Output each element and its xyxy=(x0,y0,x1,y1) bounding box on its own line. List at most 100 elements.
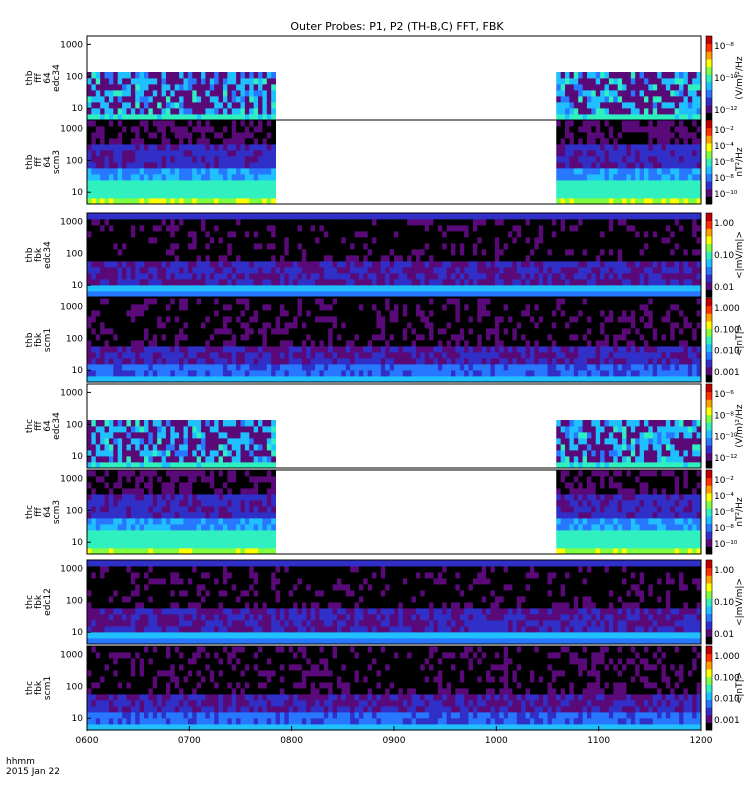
spectrogram-cell xyxy=(157,102,162,109)
spectrogram-cell xyxy=(187,213,193,220)
spectrogram-cell xyxy=(657,84,662,91)
spectrogram-cell xyxy=(135,304,141,311)
spectrogram-cell xyxy=(192,346,198,353)
spectrogram-cell xyxy=(415,358,421,365)
spectrogram-cell xyxy=(652,219,658,226)
spectrogram-cell xyxy=(569,162,575,169)
spectrogram-cell xyxy=(595,102,601,109)
spectrogram-cell xyxy=(187,340,193,347)
spectrogram-cell xyxy=(534,237,540,244)
spectrogram-cell xyxy=(301,291,307,298)
spectrogram-cell xyxy=(205,273,211,280)
spectrogram-cell xyxy=(253,114,259,121)
spectrogram-cell xyxy=(161,267,167,274)
spectrogram-cell xyxy=(613,249,619,256)
spectrogram-cell xyxy=(472,298,478,305)
spectrogram-cell xyxy=(578,285,583,292)
spectrogram-cell xyxy=(389,376,395,383)
spectrogram-cell xyxy=(679,108,684,115)
spectrogram-cell xyxy=(679,279,684,286)
spectrogram-cell xyxy=(240,144,246,151)
spectrogram-cell xyxy=(358,316,364,323)
spectrogram-cell xyxy=(437,304,443,311)
spectrogram-cell xyxy=(481,225,487,232)
spectrogram-cell xyxy=(328,285,333,292)
spectrogram-cell xyxy=(363,304,369,311)
spectrogram-cell xyxy=(477,358,483,365)
spectrogram-cell xyxy=(227,96,233,103)
spectrogram-cell xyxy=(683,213,689,220)
spectrogram-cell xyxy=(643,114,649,121)
spectrogram-cell xyxy=(227,316,233,323)
spectrogram-cell xyxy=(670,72,676,79)
panel-ylabel-line: fff xyxy=(34,156,44,166)
spectrogram-cell xyxy=(179,261,184,268)
spectrogram-cell xyxy=(459,328,465,335)
spectrogram-cell xyxy=(402,267,408,274)
spectrogram-cell xyxy=(560,261,566,268)
spectrogram-cell xyxy=(407,273,412,280)
spectrogram-cell xyxy=(573,225,579,232)
spectrogram-cell xyxy=(126,114,132,121)
spectrogram-cell xyxy=(214,328,219,335)
spectrogram-cell xyxy=(117,84,123,91)
spectrogram-cell xyxy=(144,144,149,151)
spectrogram-cell xyxy=(310,376,316,383)
spectrogram-cell xyxy=(87,304,92,311)
spectrogram-cell xyxy=(222,198,228,205)
spectrogram-cell xyxy=(630,126,636,133)
spectrogram-cell xyxy=(214,90,219,97)
spectrogram-cell xyxy=(165,108,171,115)
spectrogram-cell xyxy=(135,243,141,250)
spectrogram-cell xyxy=(279,340,285,347)
spectrogram-cell xyxy=(253,144,259,151)
spectrogram-cell xyxy=(244,168,250,175)
spectrogram-cell xyxy=(451,298,456,305)
spectrogram-cell xyxy=(284,267,290,274)
colorbar-thb-fbk-edc34: 1.000.100.01<|mV/m|> xyxy=(705,212,745,298)
spectrogram-cell xyxy=(161,285,167,292)
spectrogram-cell xyxy=(376,334,382,341)
colorbar-swatch xyxy=(706,158,712,167)
spectrogram-cell xyxy=(363,285,369,292)
spectrogram-cell xyxy=(240,219,246,226)
spectrogram-cell xyxy=(692,144,698,151)
spectrogram-cell xyxy=(455,322,461,329)
spectrogram-cell xyxy=(258,243,263,250)
spectrogram-cell xyxy=(617,72,623,79)
spectrogram-cell xyxy=(122,249,127,256)
spectrogram-cell xyxy=(187,291,193,298)
spectrogram-cell xyxy=(341,279,347,286)
spectrogram-cell xyxy=(117,120,123,127)
spectrogram-cell xyxy=(569,174,575,181)
spectrogram-cell xyxy=(319,322,325,329)
spectrogram-cell xyxy=(87,84,92,91)
spectrogram-cell xyxy=(284,370,290,377)
spectrogram-cell xyxy=(214,346,219,353)
spectrogram-cell xyxy=(244,72,250,79)
spectrogram-cell xyxy=(113,114,119,121)
spectrogram-cell xyxy=(297,279,303,286)
spectrogram-cell xyxy=(380,261,386,268)
spectrogram-cell xyxy=(586,267,592,274)
spectrogram-cell xyxy=(687,96,693,103)
spectrogram-cell xyxy=(201,102,206,109)
spectrogram-cell xyxy=(556,150,562,157)
spectrogram-cell xyxy=(586,114,592,121)
spectrogram-cell xyxy=(512,231,518,238)
spectrogram-cell xyxy=(315,243,320,250)
spectrogram-cell xyxy=(613,243,619,250)
spectrogram-cell xyxy=(258,352,263,359)
spectrogram-cell xyxy=(389,225,395,232)
spectrogram-cell xyxy=(179,328,184,335)
spectrogram-cell xyxy=(196,298,202,305)
spectrogram-cell xyxy=(297,352,303,359)
spectrogram-cell xyxy=(271,126,276,133)
spectrogram-cell xyxy=(148,78,154,85)
spectrogram-cell xyxy=(279,273,285,280)
spectrogram-cell xyxy=(104,138,110,145)
spectrogram-cell xyxy=(350,328,355,335)
spectrogram-cell xyxy=(424,358,430,365)
spectrogram-cell xyxy=(236,102,241,109)
